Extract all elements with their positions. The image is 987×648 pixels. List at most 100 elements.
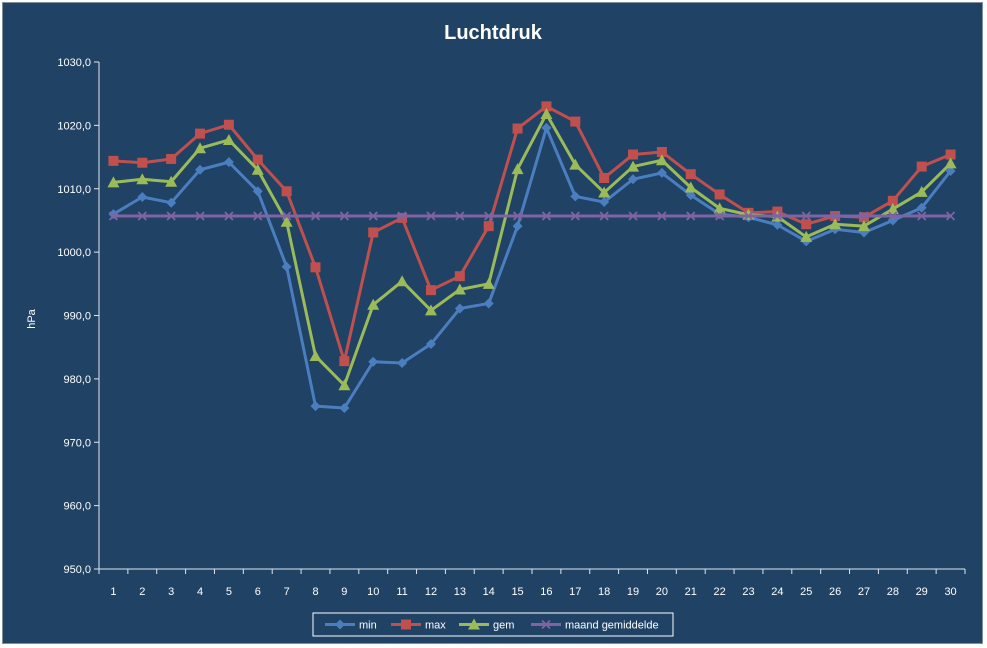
data-point-max	[570, 116, 581, 127]
data-point-max	[887, 195, 898, 206]
data-point-maand-gemiddelde	[195, 211, 205, 221]
data-point-max	[108, 155, 119, 166]
y-tick-label: 970,0	[63, 437, 91, 449]
data-point-gem	[482, 277, 495, 289]
data-point-min	[772, 219, 783, 230]
data-point-maand-gemiddelde	[917, 211, 927, 221]
y-tick-label: 1010,0	[57, 184, 91, 196]
data-point-max	[310, 262, 321, 273]
data-point-maand-gemiddelde	[772, 211, 783, 221]
axes: 950,0960,0970,0980,0990,01000,01010,0102…	[57, 57, 966, 598]
legend-swatch-marker	[541, 619, 551, 630]
x-tick-label: 3	[168, 586, 174, 598]
data-point-maand-gemiddelde	[108, 211, 119, 221]
data-point-gem	[338, 379, 351, 391]
data-point-max	[425, 285, 436, 296]
data-point-max	[252, 154, 263, 165]
x-tick-label: 29	[916, 586, 928, 598]
series-min	[108, 122, 956, 414]
x-tick-label: 9	[341, 586, 347, 598]
x-tick-label: 22	[714, 586, 726, 598]
data-point-gem	[396, 275, 409, 287]
data-point-min	[425, 339, 436, 350]
legend-label: gem	[493, 620, 514, 632]
data-point-min	[628, 174, 639, 185]
legend-label: max	[425, 620, 446, 632]
data-point-min	[685, 190, 696, 201]
y-tick-label: 1000,0	[57, 247, 91, 259]
x-tick-label: 6	[255, 586, 261, 598]
data-point-maand-gemiddelde	[628, 211, 638, 221]
data-point-gem	[540, 107, 553, 119]
data-point-gem	[655, 154, 668, 166]
data-point-gem	[684, 181, 697, 193]
x-tick-label: 5	[226, 586, 232, 598]
x-tick-label: 1	[110, 586, 116, 598]
data-point-gem	[944, 157, 957, 169]
y-tick-label: 1020,0	[57, 120, 91, 132]
data-point-gem	[511, 163, 524, 175]
data-point-max	[512, 123, 523, 134]
x-tick-label: 20	[656, 586, 668, 598]
y-tick-label: 1030,0	[57, 57, 91, 69]
data-point-maand-gemiddelde	[686, 211, 696, 221]
data-point-max	[454, 271, 465, 282]
data-point-max	[397, 212, 408, 223]
x-tick-label: 15	[511, 586, 523, 598]
data-point-maand-gemiddelde	[599, 211, 609, 221]
x-tick-label: 21	[685, 586, 697, 598]
x-tick-label: 30	[944, 586, 956, 598]
x-tick-label: 10	[367, 586, 379, 598]
data-point-gem	[280, 215, 293, 227]
data-point-max	[541, 101, 552, 112]
data-point-max	[714, 189, 725, 200]
data-point-maand-gemiddelde	[137, 211, 147, 221]
data-point-maand-gemiddelde	[484, 211, 494, 221]
data-point-gem	[194, 142, 207, 154]
data-point-min	[541, 122, 552, 133]
data-point-maand-gemiddelde	[339, 211, 350, 221]
data-point-max	[801, 219, 812, 230]
x-tick-label: 27	[858, 586, 870, 598]
data-point-maand-gemiddelde	[455, 211, 465, 221]
y-tick-label: 990,0	[63, 311, 91, 323]
data-point-gem	[136, 173, 149, 185]
x-tick-label: 11	[396, 586, 407, 598]
data-point-max	[339, 356, 350, 367]
data-point-min	[483, 298, 494, 309]
x-tick-label: 23	[742, 586, 754, 598]
data-point-max	[483, 221, 494, 232]
x-tick-label: 8	[312, 586, 318, 598]
data-point-maand-gemiddelde	[859, 211, 869, 221]
legend-label: min	[359, 620, 377, 632]
data-point-min	[368, 356, 379, 367]
data-point-gem	[165, 175, 178, 187]
data-point-min	[512, 221, 523, 232]
data-point-min	[599, 197, 610, 208]
data-point-maand-gemiddelde	[801, 211, 811, 221]
data-point-maand-gemiddelde	[166, 211, 176, 221]
data-point-maand-gemiddelde	[224, 211, 234, 221]
data-point-min	[137, 191, 148, 202]
data-point-maand-gemiddelde	[945, 211, 956, 221]
x-tick-label: 18	[598, 586, 610, 598]
series-maand-gemiddelde	[108, 211, 956, 221]
legend-swatch-marker	[401, 619, 411, 630]
x-tick-label: 4	[197, 586, 203, 598]
data-point-gem	[569, 158, 582, 170]
data-point-min	[339, 403, 350, 414]
data-point-maand-gemiddelde	[281, 211, 292, 221]
data-point-maand-gemiddelde	[714, 211, 725, 221]
data-point-gem	[251, 163, 264, 175]
data-point-max	[599, 172, 610, 183]
data-point-maand-gemiddelde	[426, 211, 436, 221]
data-point-gem	[309, 350, 322, 362]
x-tick-label: 14	[483, 586, 495, 598]
data-point-max	[685, 169, 696, 180]
chart-title: Luchtdruk	[444, 22, 543, 44]
data-point-maand-gemiddelde	[888, 211, 898, 221]
x-tick-label: 2	[139, 586, 145, 598]
data-point-min	[570, 191, 581, 202]
x-tick-label: 24	[771, 586, 783, 598]
